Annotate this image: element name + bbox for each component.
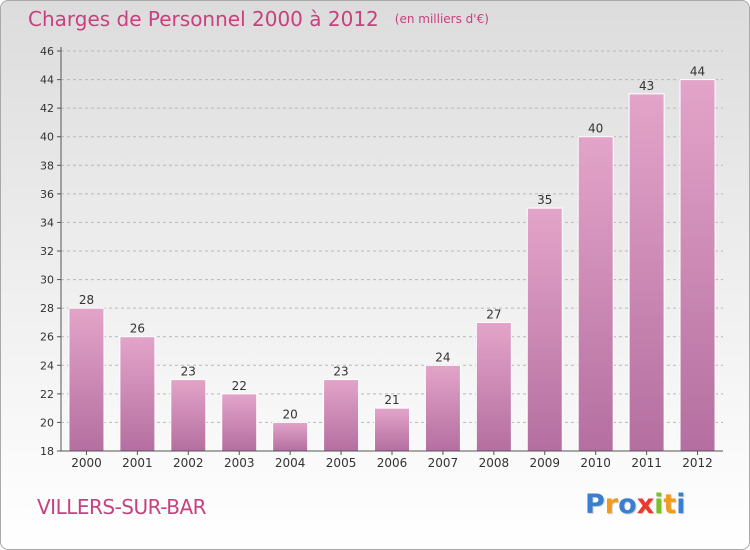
title-text: Charges de Personnel 2000 à 2012 — [28, 7, 379, 31]
bar — [526, 207, 563, 452]
bar — [628, 93, 665, 452]
y-tick-label: 36 — [40, 188, 54, 201]
data-label: 40 — [588, 122, 603, 136]
data-label: 22 — [232, 379, 247, 393]
logo-letter: P — [585, 489, 605, 520]
bar — [119, 336, 156, 452]
data-label: 20 — [283, 407, 298, 421]
bar — [475, 321, 512, 452]
y-tick-label: 20 — [40, 416, 54, 429]
y-tick-label: 46 — [40, 45, 54, 58]
x-tick-label: 2006 — [377, 456, 408, 470]
y-tick-label: 40 — [40, 131, 54, 144]
y-tick-label: 18 — [40, 445, 54, 458]
y-tick-label: 34 — [40, 216, 54, 229]
bar — [221, 393, 258, 452]
x-tick-label: 2003 — [224, 456, 255, 470]
bar — [68, 307, 105, 452]
data-label: 24 — [435, 350, 450, 364]
data-label: 43 — [639, 79, 654, 93]
data-label: 23 — [333, 365, 348, 379]
bar — [323, 379, 360, 452]
x-tick-label: 2011 — [631, 456, 662, 470]
logo-letter: i — [676, 489, 686, 520]
data-label: 23 — [181, 365, 196, 379]
x-tick-label: 2005 — [326, 456, 357, 470]
data-label: 26 — [130, 322, 145, 336]
proxiti-logo: Proxiti — [585, 489, 686, 520]
x-tick-label: 2009 — [529, 456, 560, 470]
x-tick-label: 2008 — [479, 456, 510, 470]
logo-letter: i — [654, 489, 664, 520]
data-label: 28 — [79, 293, 94, 307]
data-label: 35 — [537, 193, 552, 207]
logo-letter: x — [636, 489, 655, 520]
town-name: VILLERS-SUR-BAR — [37, 495, 207, 519]
x-tick-label: 2012 — [682, 456, 713, 470]
logo-letter: r — [604, 489, 619, 520]
y-tick-label: 32 — [40, 245, 54, 258]
x-tick-label: 2000 — [71, 456, 102, 470]
x-tick-label: 2001 — [122, 456, 153, 470]
x-tick-label: 2010 — [580, 456, 611, 470]
bar — [577, 136, 614, 452]
y-tick-label: 28 — [40, 302, 54, 315]
y-tick-label: 24 — [40, 359, 54, 372]
x-tick-label: 2007 — [428, 456, 459, 470]
bar — [424, 364, 461, 452]
data-label: 21 — [384, 393, 399, 407]
chart-title: Charges de Personnel 2000 à 2012 (en mill… — [28, 7, 489, 31]
data-label: 44 — [690, 65, 705, 79]
x-tick-label: 2002 — [173, 456, 204, 470]
bar — [374, 407, 410, 452]
bar — [170, 379, 207, 452]
bar — [679, 79, 716, 452]
x-tick-label: 2004 — [275, 456, 306, 470]
y-tick-label: 26 — [40, 331, 54, 344]
logo-letter: t — [663, 489, 677, 520]
data-label: 27 — [486, 307, 501, 321]
y-tick-label: 38 — [40, 159, 54, 172]
y-tick-label: 30 — [40, 274, 54, 287]
logo-letter: o — [618, 489, 637, 520]
y-tick-label: 42 — [40, 102, 54, 115]
y-tick-label: 44 — [40, 74, 54, 87]
chart-subtitle: (en milliers d'€) — [394, 12, 489, 26]
bar — [272, 421, 309, 452]
y-tick-label: 22 — [40, 388, 54, 401]
